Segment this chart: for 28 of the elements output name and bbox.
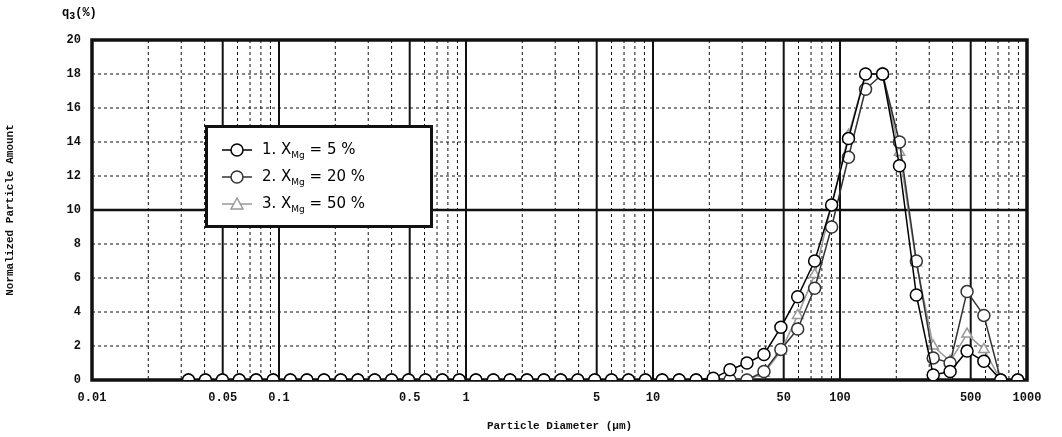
y-tick-label: 20 bbox=[66, 33, 81, 48]
x-tick-label: 500 bbox=[959, 391, 982, 406]
x-tick-label: 0.01 bbox=[77, 391, 107, 406]
x-tick-label: 50 bbox=[776, 391, 791, 406]
legend-label: 1. X$_{Mg}$ = 5 % bbox=[262, 139, 356, 160]
y-tick-label: 14 bbox=[66, 135, 81, 150]
y-tick-label: 18 bbox=[66, 67, 81, 82]
x-tick-label: 5 bbox=[593, 391, 601, 406]
y-tick-label: 8 bbox=[73, 237, 81, 252]
y-tick-label: 16 bbox=[66, 101, 81, 116]
y-tick-label: 0 bbox=[73, 373, 81, 388]
x-tick-label: 0.05 bbox=[208, 391, 238, 406]
x-tick-label: 0.1 bbox=[268, 391, 290, 406]
x-tick-label: 10 bbox=[645, 391, 661, 406]
legend-label: 2. X$_{Mg}$ = 20 % bbox=[262, 166, 366, 187]
y-tick-label: 4 bbox=[73, 305, 81, 320]
legend-label: 3. X$_{Mg}$ = 50 % bbox=[262, 193, 366, 214]
text: q$_{3}$(%) bbox=[62, 6, 97, 23]
x-tick-label: 0.5 bbox=[398, 391, 421, 406]
y-tick-label: 10 bbox=[66, 203, 81, 218]
y-tick-label: 2 bbox=[73, 339, 81, 354]
y-axis-title: Normalized Particle Amount bbox=[4, 124, 17, 296]
y-tick-label: 6 bbox=[73, 271, 81, 286]
x-tick-label: 100 bbox=[829, 391, 851, 406]
x-axis-title: Particle Diameter (μm) bbox=[486, 420, 633, 433]
x-tick-label: 1000 bbox=[1012, 391, 1042, 406]
x-tick-label: 1 bbox=[462, 391, 470, 406]
y-tick-label: 12 bbox=[66, 169, 81, 184]
